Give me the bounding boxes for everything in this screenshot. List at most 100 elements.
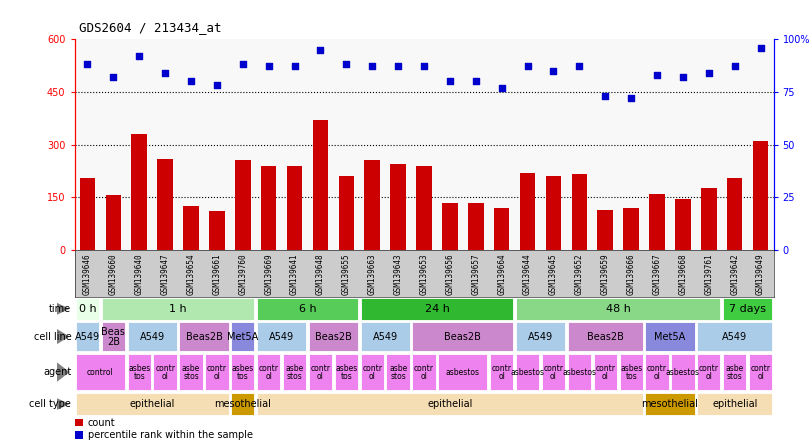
- Text: GSM139664: GSM139664: [497, 254, 506, 295]
- Bar: [309, 354, 332, 390]
- Text: percentile rank within the sample: percentile rank within the sample: [88, 430, 253, 440]
- Bar: [102, 322, 125, 351]
- Text: contr
ol: contr ol: [751, 364, 770, 381]
- Text: GSM139654: GSM139654: [186, 254, 195, 295]
- Point: [288, 63, 301, 70]
- Bar: [650, 194, 665, 250]
- Text: A549: A549: [373, 332, 398, 341]
- Point: [625, 95, 637, 102]
- Bar: [128, 322, 177, 351]
- Text: Beas2B: Beas2B: [185, 332, 223, 341]
- Bar: [546, 176, 561, 250]
- Bar: [676, 199, 691, 250]
- Text: GSM139761: GSM139761: [705, 254, 714, 295]
- Bar: [283, 354, 306, 390]
- Text: GSM139669: GSM139669: [264, 254, 273, 295]
- Bar: [183, 206, 198, 250]
- Bar: [179, 354, 202, 390]
- Text: 0 h: 0 h: [79, 304, 96, 314]
- Bar: [313, 120, 328, 250]
- Point: [547, 67, 560, 74]
- Text: GSM139666: GSM139666: [627, 254, 636, 295]
- Text: 7 days: 7 days: [729, 304, 766, 314]
- Text: GSM139647: GSM139647: [160, 254, 169, 295]
- Bar: [309, 322, 358, 351]
- Text: asbestos: asbestos: [666, 368, 700, 377]
- Point: [107, 74, 120, 81]
- Text: contr
ol: contr ol: [156, 364, 175, 381]
- Bar: [568, 354, 591, 390]
- Bar: [490, 354, 514, 390]
- Bar: [646, 354, 669, 390]
- Text: asbe
stos: asbe stos: [726, 364, 744, 381]
- Bar: [209, 211, 224, 250]
- Text: contr
ol: contr ol: [492, 364, 512, 381]
- Text: GSM139660: GSM139660: [109, 254, 118, 295]
- Point: [159, 69, 172, 76]
- Text: Met5A: Met5A: [227, 332, 258, 341]
- Polygon shape: [57, 398, 70, 410]
- Bar: [412, 354, 436, 390]
- Text: GSM139652: GSM139652: [575, 254, 584, 295]
- Bar: [231, 354, 254, 390]
- Polygon shape: [57, 303, 70, 315]
- Bar: [131, 134, 147, 250]
- Bar: [287, 166, 302, 250]
- Point: [754, 44, 767, 51]
- Bar: [671, 354, 695, 390]
- Bar: [542, 354, 565, 390]
- Bar: [624, 208, 639, 250]
- Bar: [442, 202, 458, 250]
- Text: Beas2B: Beas2B: [445, 332, 481, 341]
- Point: [417, 63, 430, 70]
- Bar: [179, 322, 228, 351]
- Point: [702, 69, 715, 76]
- Text: GSM139644: GSM139644: [523, 254, 532, 295]
- Point: [573, 63, 586, 70]
- Bar: [416, 166, 432, 250]
- Text: asbe
stos: asbe stos: [182, 364, 200, 381]
- Point: [443, 78, 456, 85]
- Bar: [701, 188, 717, 250]
- Text: asbe
stos: asbe stos: [285, 364, 304, 381]
- Point: [340, 61, 353, 68]
- Bar: [594, 354, 617, 390]
- Text: asbes
tos: asbes tos: [128, 364, 151, 381]
- Bar: [412, 322, 514, 351]
- Text: mesothelial: mesothelial: [642, 399, 698, 409]
- Bar: [76, 297, 99, 320]
- Text: GSM139657: GSM139657: [471, 254, 480, 295]
- Point: [728, 63, 741, 70]
- Text: GSM139649: GSM139649: [756, 254, 765, 295]
- Polygon shape: [57, 329, 70, 344]
- Text: cell line: cell line: [33, 332, 71, 341]
- Bar: [75, 432, 83, 439]
- Bar: [697, 322, 772, 351]
- Text: A549: A549: [723, 332, 748, 341]
- Text: control: control: [87, 368, 113, 377]
- Point: [211, 82, 224, 89]
- Point: [133, 52, 146, 59]
- Text: asbestos: asbestos: [446, 368, 480, 377]
- Bar: [516, 297, 720, 320]
- Bar: [723, 354, 746, 390]
- Point: [314, 46, 327, 53]
- Text: GSM139641: GSM139641: [290, 254, 299, 295]
- Text: epithelial: epithelial: [427, 399, 472, 409]
- Bar: [516, 322, 565, 351]
- Bar: [516, 354, 539, 390]
- Bar: [335, 354, 358, 390]
- Polygon shape: [57, 362, 70, 382]
- Point: [495, 84, 508, 91]
- Text: Beas
2B: Beas 2B: [101, 326, 126, 347]
- Bar: [76, 393, 228, 415]
- Text: A549: A549: [528, 332, 553, 341]
- Bar: [102, 297, 254, 320]
- Point: [262, 63, 275, 70]
- Bar: [727, 178, 743, 250]
- Text: GSM139760: GSM139760: [238, 254, 247, 295]
- Text: contr
ol: contr ol: [544, 364, 564, 381]
- Bar: [386, 354, 410, 390]
- Bar: [153, 354, 177, 390]
- Bar: [572, 174, 587, 250]
